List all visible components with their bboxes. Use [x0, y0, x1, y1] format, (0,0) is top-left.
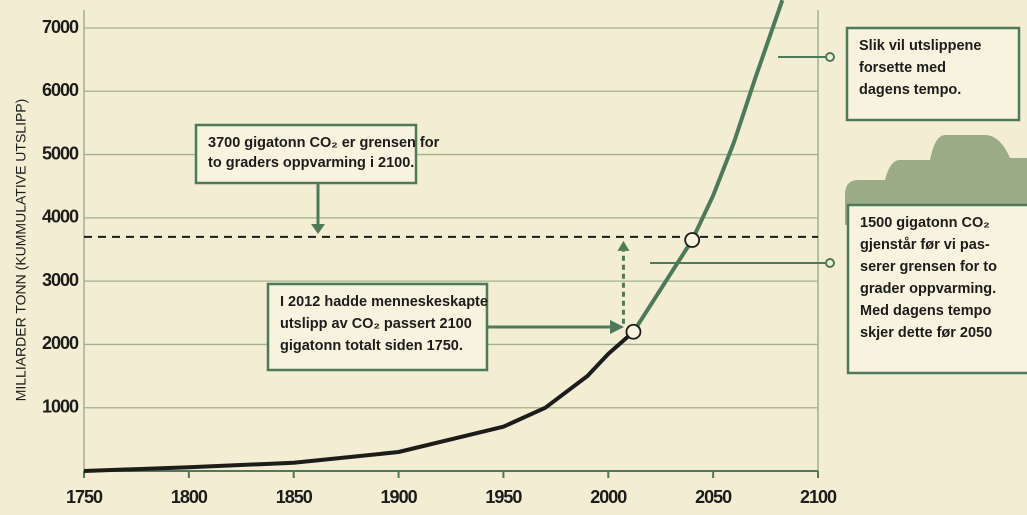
annotation-text: Med dagens tempo	[860, 303, 991, 319]
annotation-text: utslipp av CO₂ passert 2100	[280, 316, 472, 332]
annotation-text: 1500 gigatonn CO₂	[860, 215, 990, 231]
x-tick-label: 1800	[171, 487, 208, 507]
annotation-text: grader oppvarming.	[860, 281, 996, 297]
annotation-text: 3700 gigatonn CO₂ er grensen for	[208, 135, 440, 151]
leader-head	[610, 320, 624, 334]
plot: 1000 2000 3000 4000 5000 6000 7000 1750 1800 1850…	[42, 0, 1027, 507]
leader-head	[311, 224, 325, 234]
point-marker	[625, 323, 642, 340]
leader-dot	[825, 258, 835, 268]
x-tick-label: 1900	[381, 487, 418, 507]
y-tick-label: 2000	[42, 333, 79, 353]
annotation-text: gigatonn totalt siden 1750.	[280, 338, 463, 354]
line-series	[631, 0, 785, 333]
y-tick-label: 6000	[42, 80, 79, 100]
line-series	[83, 330, 635, 473]
x-tick-label: 2000	[590, 487, 627, 507]
gap-arrow-head	[617, 240, 630, 251]
annotation-text: dagens tempo.	[859, 82, 961, 98]
y-tick-label: 1000	[42, 396, 79, 416]
annotation-box	[845, 26, 1021, 122]
annotation-box	[846, 203, 1027, 375]
annotation-text: gjenstår før vi pas-	[860, 237, 990, 253]
y-tick-label: 7000	[42, 17, 79, 37]
x-tick-label: 1950	[485, 487, 522, 507]
x-tick-label: 2050	[695, 487, 732, 507]
annotation-text: forsette med	[859, 60, 946, 76]
y-tick-label: 4000	[42, 207, 79, 227]
annotation-text: I 2012 hadde menneskeskapte	[280, 294, 488, 310]
annotation-text: serer grensen for to	[860, 259, 997, 275]
annotation-text: Slik vil utslippene	[859, 38, 981, 54]
annotation-text: skjer dette før 2050	[860, 325, 992, 341]
x-tick-label: 1750	[66, 487, 103, 507]
y-tick-label: 5000	[42, 143, 79, 163]
annotation-box	[266, 282, 489, 372]
x-tick-label: 2100	[800, 487, 837, 507]
leader-dot	[825, 52, 835, 62]
x-tick-label: 1850	[276, 487, 313, 507]
annotation-text: to graders oppvarming i 2100.	[208, 155, 414, 171]
y-axis-label: MILLIARDER TONN (KUMMULATIVE UTSLIPP)	[13, 99, 29, 402]
point-marker	[684, 232, 701, 248]
annotation-box	[194, 123, 418, 185]
blob	[845, 135, 1027, 225]
y-tick-label: 3000	[42, 270, 79, 290]
